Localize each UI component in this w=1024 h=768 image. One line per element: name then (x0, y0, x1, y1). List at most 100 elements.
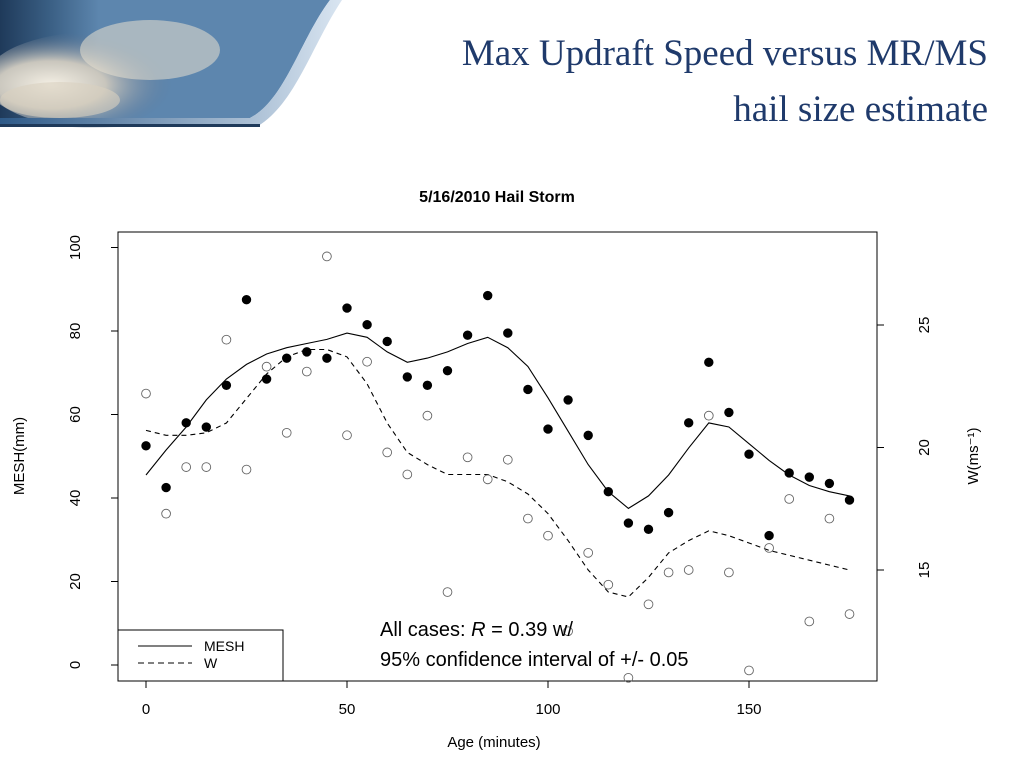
point-w-155 (764, 543, 774, 553)
point-mesh-10 (181, 418, 191, 428)
legend-box (117, 629, 284, 682)
point-mesh-30 (261, 374, 272, 384)
point-w-120 (623, 672, 634, 683)
y-axis-right-label: W(ms⁻¹) (965, 427, 982, 484)
slide-title-line-1: Max Updraft Speed versus MR/MS (461, 33, 988, 74)
annotation-line-2: 95% confidence interval of +/- 0.05 (380, 649, 689, 671)
point-mesh-0 (141, 441, 151, 451)
point-w-15 (201, 462, 212, 472)
point-w-55 (362, 356, 372, 367)
point-w-75 (442, 587, 453, 597)
slide-title-line-2: hail size estimate (733, 89, 988, 130)
point-mesh-90 (503, 328, 513, 338)
point-w-105 (563, 626, 573, 637)
point-w-140 (703, 410, 714, 421)
point-mesh-105 (563, 395, 573, 405)
point-w-130 (663, 567, 674, 578)
point-w-30 (261, 361, 272, 372)
point-w-95 (523, 513, 533, 524)
y2-tick-label-15: 15 (916, 562, 933, 579)
point-w-40 (301, 366, 312, 377)
x-axis-label: Age (minutes) (447, 734, 540, 751)
x-axis: 0 50 100 150 (142, 681, 762, 718)
y-axis-left-label: MESH(mm) (11, 417, 28, 495)
point-w-60 (382, 447, 393, 458)
point-mesh-140 (704, 357, 714, 368)
point-w-175 (844, 609, 855, 619)
point-mesh-60 (382, 336, 392, 347)
slide-title: Max Updraft Speed versus MR/MS hail size… (462, 26, 988, 138)
point-w-150 (744, 665, 754, 676)
y-tick-label-0: 0 (67, 661, 84, 669)
point-mesh-65 (402, 372, 412, 382)
point-w-65 (402, 469, 413, 480)
point-mesh-100 (543, 424, 553, 434)
point-w-5 (161, 508, 171, 519)
point-w-110 (583, 547, 594, 558)
point-w-170 (824, 513, 835, 524)
x-tick-label-0: 0 (142, 701, 150, 718)
y2-tick-label-20: 20 (916, 439, 933, 456)
data-points (141, 251, 855, 683)
point-mesh-165 (804, 472, 814, 482)
point-mesh-15 (201, 422, 212, 432)
x-tick-label-50: 50 (339, 701, 356, 718)
fit-line-mesh (145, 332, 850, 510)
point-mesh-25 (241, 294, 252, 305)
point-mesh-40 (302, 347, 312, 357)
y2-tick-label-25: 25 (916, 317, 933, 334)
point-mesh-130 (663, 507, 674, 518)
legend: MESH W (117, 629, 284, 682)
point-mesh-80 (462, 330, 473, 340)
point-w-145 (724, 567, 734, 578)
point-mesh-85 (483, 290, 493, 301)
point-mesh-55 (362, 320, 372, 330)
slide-banner-storm-image (0, 0, 342, 128)
point-mesh-160 (784, 468, 794, 478)
point-mesh-75 (442, 365, 453, 376)
point-mesh-145 (724, 407, 734, 418)
point-mesh-110 (583, 430, 593, 441)
point-w-165 (804, 616, 815, 627)
point-w-45 (322, 251, 332, 262)
y-tick-label-20: 20 (67, 573, 84, 590)
point-mesh-95 (523, 384, 533, 395)
point-mesh-70 (422, 380, 433, 390)
point-mesh-5 (161, 482, 171, 493)
point-mesh-120 (623, 518, 634, 528)
legend-mesh-label: MESH (204, 638, 244, 654)
fit-line-w (145, 348, 850, 598)
point-w-35 (281, 427, 292, 438)
y-axis-left: 0 20 40 60 80 100 (67, 235, 118, 669)
point-mesh-50 (342, 303, 352, 313)
point-w-115 (603, 579, 614, 590)
annotation-suffix: = 0.39 w/ (485, 619, 573, 641)
annotation-line-1: All cases: R = 0.39 w/ (380, 619, 573, 642)
legend-w-label: W (204, 655, 218, 671)
point-mesh-155 (764, 530, 774, 541)
annotation-variable: R (471, 619, 486, 641)
point-w-20 (221, 334, 232, 345)
chart-title: 5/16/2010 Hail Storm (419, 189, 575, 206)
point-mesh-115 (603, 487, 613, 497)
point-w-135 (683, 565, 694, 575)
point-mesh-135 (684, 418, 694, 428)
x-tick-label-150: 150 (736, 701, 761, 718)
point-mesh-125 (643, 524, 654, 535)
y-tick-label-60: 60 (67, 406, 84, 423)
annotation-prefix: All cases: (380, 619, 472, 641)
point-w-125 (643, 599, 654, 610)
y-tick-label-100: 100 (67, 235, 84, 260)
point-mesh-150 (744, 449, 754, 459)
point-mesh-170 (824, 478, 835, 489)
x-tick-label-100: 100 (535, 701, 560, 718)
point-mesh-35 (282, 353, 292, 363)
point-w-0 (141, 388, 151, 399)
point-w-50 (342, 430, 352, 441)
point-w-70 (422, 410, 433, 421)
point-w-85 (482, 474, 493, 485)
y-axis-right: 15 20 25 (877, 317, 933, 579)
point-w-25 (241, 464, 252, 475)
point-mesh-175 (844, 495, 855, 505)
